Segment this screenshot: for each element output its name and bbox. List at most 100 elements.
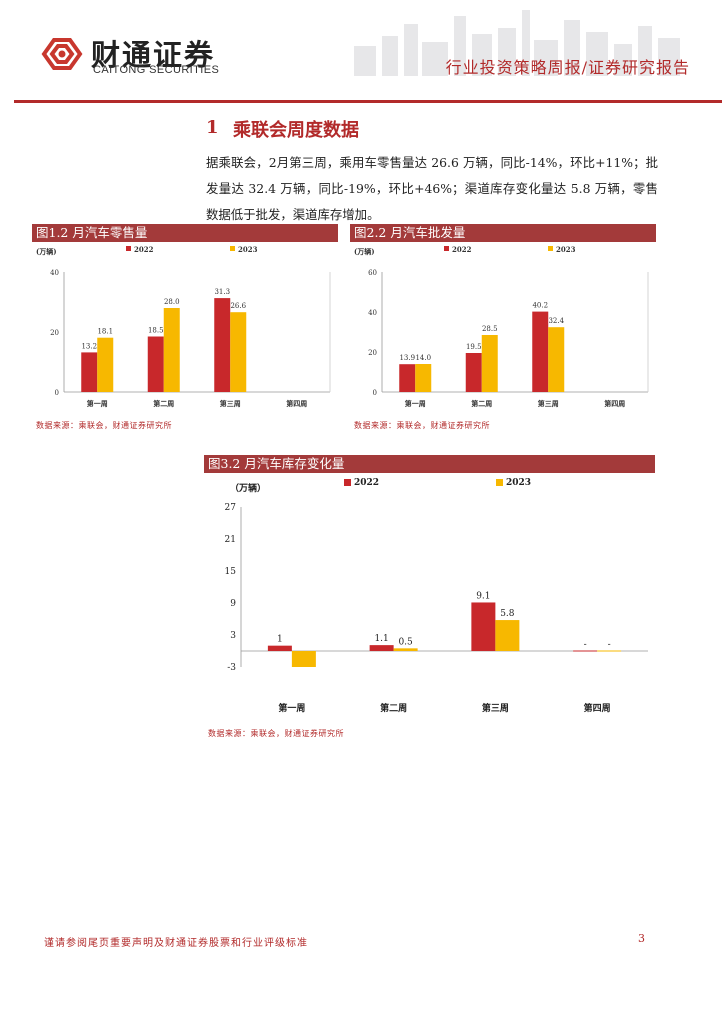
figure-3-source: 数据来源：乘联会，财通证券研究所 — [208, 729, 344, 738]
legend-swatch-2022 — [444, 246, 449, 251]
inventory-change-chart: -3 3 9 15 21 27 （万辆） 2022 2023 1 第一周 1.1 0.5 第二周 9.1 5.… — [225, 478, 648, 714]
data-label-2022-2: 18.5 — [148, 327, 164, 335]
x-tick-label: 第二周 — [471, 399, 492, 408]
y-tick-label: 0 — [373, 389, 377, 397]
figure-2-title: 图2.2 月汽车批发量 — [350, 224, 656, 242]
bar-2022-4 — [573, 650, 598, 652]
y-tick-label: 3 — [230, 631, 236, 641]
bar-2023-1 — [291, 651, 316, 667]
data-label-2022-1: 1 — [277, 635, 283, 645]
bar-2023-3 — [230, 312, 247, 392]
page-header: 财通证券 CAITONG SECURITIES 行业投资策略周报/证券研究报告 — [0, 0, 724, 104]
y-tick-label: 15 — [225, 567, 237, 577]
x-tick-label: 第一周 — [405, 399, 426, 408]
y-tick-label: 0 — [55, 389, 59, 397]
data-label-2022-3: 31.3 — [214, 288, 230, 296]
y-axis-label: (万辆) — [354, 247, 375, 256]
data-label-2023-3: 26.6 — [230, 302, 246, 310]
bar-2022-1 — [399, 364, 416, 392]
bar-2022-3 — [532, 311, 549, 392]
x-tick-label: 第四周 — [584, 702, 611, 714]
x-tick-label: 第二周 — [380, 702, 407, 714]
y-tick-label: 9 — [230, 599, 236, 609]
legend-swatch-2022 — [126, 246, 131, 251]
bar-2023-1 — [415, 364, 432, 392]
y-tick-label: 60 — [368, 269, 377, 277]
bar-2022-2 — [147, 336, 164, 392]
bar-2023-2 — [163, 308, 180, 392]
data-label-2022-2: 1.1 — [374, 634, 388, 644]
report-type-title: 行业投资策略周报/证券研究报告 — [445, 58, 690, 77]
y-tick-label: 21 — [225, 535, 236, 545]
bar-2022-3 — [214, 298, 231, 392]
y-tick-label: 20 — [368, 349, 377, 357]
y-tick-label: 40 — [50, 269, 59, 277]
x-tick-label: 第一周 — [87, 399, 108, 408]
bar-2023-2 — [393, 648, 418, 651]
y-tick-label: -3 — [227, 663, 236, 673]
bar-2022-3 — [471, 602, 496, 651]
y-axis-label: （万辆） — [230, 482, 266, 494]
data-label-2023-3: 5.8 — [500, 609, 515, 619]
legend-swatch-2023 — [548, 246, 553, 251]
legend-label-2022: 2022 — [134, 245, 154, 254]
x-tick-label: 第二周 — [153, 399, 174, 408]
legend-label-2023: 2023 — [556, 245, 576, 254]
data-label-2023-1: 18.1 — [97, 328, 113, 336]
legend-swatch-2023 — [230, 246, 235, 251]
skyline-decoration — [354, 10, 680, 76]
section-title: 乘联会周度数据 — [233, 120, 359, 141]
data-label-2023-2: 0.5 — [398, 637, 413, 647]
bar-2022-2 — [369, 645, 394, 651]
x-tick-label: 第三周 — [220, 399, 241, 408]
bar-2023-1 — [97, 337, 114, 392]
data-label-2023-4: - — [608, 640, 611, 650]
x-tick-label: 第三周 — [538, 399, 559, 408]
bar-2023-3 — [548, 327, 565, 392]
bar-2022-1 — [267, 645, 292, 651]
footer-disclaimer: 谨请参阅尾页重要声明及财通证券股票和行业评级标准 — [44, 938, 308, 949]
figure-2-source: 数据来源：乘联会，财通证券研究所 — [354, 421, 490, 430]
bar-2022-1 — [81, 352, 98, 392]
y-tick-label: 40 — [368, 309, 377, 317]
caitong-logo-icon — [41, 38, 83, 70]
y-axis-label: (万辆) — [36, 247, 57, 256]
section-number: 1 — [206, 117, 219, 138]
data-label-2022-1: 13.2 — [81, 342, 97, 350]
data-label-2023-3: 32.4 — [548, 317, 564, 325]
legend-label-2022: 2022 — [354, 478, 379, 488]
legend-label-2023: 2023 — [506, 478, 531, 488]
retail-sales-chart: 0 20 40 (万辆) 2022 2023 13.218.1 第一周 18.5 28.0 第二周 3… — [36, 245, 331, 408]
x-tick-label: 第三周 — [482, 702, 509, 714]
data-label-2022-1: 13.9 — [399, 354, 415, 362]
data-label-2023-2: 28.5 — [482, 325, 498, 333]
bar-2022-2 — [465, 353, 482, 392]
data-label-2022-4: - — [584, 640, 587, 650]
x-tick-label: 第一周 — [278, 702, 305, 714]
legend-label-2023: 2023 — [238, 245, 258, 254]
figure-1-title: 图1.2 月汽车零售量 — [32, 224, 338, 242]
brand-name-cn: 财通证券 — [91, 38, 216, 72]
data-label-2023-1: 14.0 — [415, 354, 431, 362]
bar-2023-2 — [481, 335, 498, 392]
legend-swatch-2023 — [496, 479, 503, 486]
data-label-2022-3: 9.1 — [476, 591, 490, 601]
bar-2023-4 — [597, 650, 622, 652]
legend-swatch-2022 — [344, 479, 351, 486]
bar-2023-3 — [495, 620, 520, 651]
brand-name-en: CAITONG SECURITIES — [93, 64, 220, 76]
data-label-2023-2: 28.0 — [164, 298, 180, 306]
data-label-2022-2: 19.5 — [466, 343, 482, 351]
figure-1-source: 数据来源：乘联会，财通证券研究所 — [36, 421, 172, 430]
y-tick-label: 20 — [50, 329, 59, 337]
x-tick-label: 第四周 — [604, 399, 625, 408]
header-divider — [14, 100, 722, 103]
page-number: 3 — [638, 932, 645, 945]
figure-3-title: 图3.2 月汽车库存变化量 — [204, 455, 655, 473]
legend-label-2022: 2022 — [452, 245, 472, 254]
summary-paragraph: 据乘联会，2月第三周，乘用车零售量达 26.6 万辆，同比-14%，环比+11%… — [206, 155, 658, 222]
x-tick-label: 第四周 — [286, 399, 307, 408]
wholesale-chart: 0 20 40 60 (万辆) 2022 2023 13.9 14.0 第一周 19.5 28.5 第二… — [354, 245, 649, 408]
y-tick-label: 27 — [225, 503, 237, 513]
data-label-2022-3: 40.2 — [532, 302, 548, 310]
